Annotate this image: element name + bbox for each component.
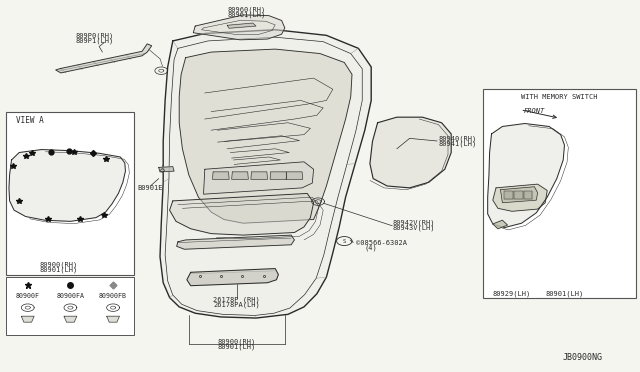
Polygon shape bbox=[9, 150, 125, 221]
Text: 80943V(LH): 80943V(LH) bbox=[393, 225, 435, 231]
Text: 809P1(LH): 809P1(LH) bbox=[76, 38, 114, 44]
Text: 809P0(RH): 809P0(RH) bbox=[76, 32, 114, 39]
Text: FRONT: FRONT bbox=[524, 108, 545, 114]
Text: 80940(RH): 80940(RH) bbox=[438, 135, 477, 142]
Text: 80961(LH): 80961(LH) bbox=[227, 12, 266, 18]
Polygon shape bbox=[370, 117, 451, 188]
Polygon shape bbox=[212, 172, 229, 179]
Polygon shape bbox=[170, 193, 314, 235]
Polygon shape bbox=[493, 184, 547, 211]
Polygon shape bbox=[193, 15, 285, 40]
Polygon shape bbox=[64, 316, 77, 322]
Polygon shape bbox=[286, 172, 303, 179]
Text: WITH MEMORY SWITCH: WITH MEMORY SWITCH bbox=[521, 94, 598, 100]
Polygon shape bbox=[500, 187, 538, 203]
Polygon shape bbox=[179, 49, 352, 223]
Polygon shape bbox=[488, 124, 564, 228]
Polygon shape bbox=[227, 23, 256, 28]
Text: 80941(LH): 80941(LH) bbox=[438, 140, 477, 147]
Text: 80929(LH): 80929(LH) bbox=[493, 291, 531, 297]
Text: 80900(RH): 80900(RH) bbox=[218, 338, 256, 345]
Polygon shape bbox=[21, 316, 34, 322]
Polygon shape bbox=[107, 316, 120, 322]
Text: 80942V(RH): 80942V(RH) bbox=[393, 220, 435, 227]
Polygon shape bbox=[56, 44, 152, 73]
Bar bbox=[483, 89, 636, 298]
Text: 80901(LH): 80901(LH) bbox=[218, 343, 256, 350]
Text: 80901(LH): 80901(LH) bbox=[40, 267, 78, 273]
Polygon shape bbox=[504, 191, 513, 199]
Polygon shape bbox=[204, 162, 314, 194]
Polygon shape bbox=[270, 172, 287, 179]
Text: B0901E: B0901E bbox=[138, 185, 163, 191]
Text: S: S bbox=[342, 238, 346, 244]
Polygon shape bbox=[187, 269, 278, 286]
Text: ©08566-6302A: ©08566-6302A bbox=[356, 240, 407, 246]
Text: JB0900NG: JB0900NG bbox=[563, 353, 602, 362]
Text: 80900FB: 80900FB bbox=[99, 294, 127, 299]
Polygon shape bbox=[493, 220, 508, 229]
Polygon shape bbox=[177, 235, 294, 249]
Text: 26178PA(LH): 26178PA(LH) bbox=[213, 302, 260, 308]
Text: 80901(LH): 80901(LH) bbox=[545, 291, 584, 297]
Text: VIEW A: VIEW A bbox=[16, 116, 44, 125]
Text: 80900(RH): 80900(RH) bbox=[40, 262, 78, 268]
Polygon shape bbox=[524, 191, 532, 199]
Bar bbox=[6, 277, 134, 335]
Text: (4): (4) bbox=[365, 244, 378, 251]
Polygon shape bbox=[159, 167, 174, 172]
Polygon shape bbox=[514, 191, 523, 199]
Bar bbox=[6, 112, 134, 275]
Text: 26178P (RH): 26178P (RH) bbox=[213, 297, 260, 304]
Text: 80900F: 80900F bbox=[16, 294, 40, 299]
Polygon shape bbox=[160, 30, 371, 318]
Text: 80960(RH): 80960(RH) bbox=[227, 7, 266, 13]
Text: 80900FA: 80900FA bbox=[56, 294, 84, 299]
Polygon shape bbox=[232, 172, 248, 179]
Polygon shape bbox=[251, 172, 268, 179]
